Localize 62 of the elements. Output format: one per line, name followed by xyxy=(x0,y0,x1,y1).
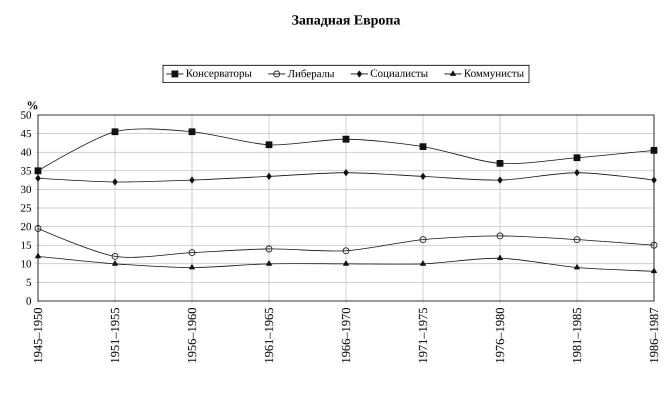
point xyxy=(112,128,118,136)
point xyxy=(188,249,196,256)
point xyxy=(342,247,350,254)
y-tick-label: 15 xyxy=(21,242,32,249)
chart-title: Западная Европа xyxy=(292,15,400,28)
point xyxy=(574,154,580,162)
point xyxy=(574,236,580,244)
x-tick-label: 1951–1955 xyxy=(110,308,120,362)
point xyxy=(266,246,272,252)
point xyxy=(266,141,272,148)
point xyxy=(497,254,503,260)
legend-label: Социалисты xyxy=(370,70,428,79)
legend-label: Либералы xyxy=(288,69,334,80)
point xyxy=(420,172,426,180)
point xyxy=(650,146,658,154)
point xyxy=(35,174,41,182)
x-tick-label: 1945–1950 xyxy=(34,308,42,362)
legend-label: Консерваторы xyxy=(186,70,252,80)
y-tick-label: 20 xyxy=(21,222,32,230)
x-tick-label: 1966–1970 xyxy=(342,308,350,362)
point xyxy=(34,167,42,174)
x-tick-label: 1956–1960 xyxy=(188,308,196,362)
legend-label: Коммунисты xyxy=(464,70,524,80)
y-tick-label: 50 xyxy=(21,111,32,119)
x-tick-label: 1976–1980 xyxy=(496,308,504,362)
point xyxy=(650,242,658,249)
x-tick-label: 1971–1975 xyxy=(418,308,428,362)
y-tick-label: 25 xyxy=(21,204,32,212)
point xyxy=(651,176,657,184)
point xyxy=(574,264,580,270)
point xyxy=(112,178,118,186)
point xyxy=(420,260,426,266)
point xyxy=(35,252,41,258)
point xyxy=(34,225,42,232)
y-tick-label: 5 xyxy=(26,278,32,286)
point xyxy=(420,236,426,244)
point xyxy=(496,232,504,240)
y-axis-title: % xyxy=(28,101,38,110)
point xyxy=(189,264,195,270)
point xyxy=(189,176,195,184)
y-tick-label: 45 xyxy=(20,130,32,138)
point xyxy=(651,268,657,274)
y-tick-label: 0 xyxy=(26,297,32,305)
y-tick-label: 30 xyxy=(21,186,32,194)
point xyxy=(112,252,118,260)
y-tick-label: 35 xyxy=(21,167,32,174)
point xyxy=(188,128,196,136)
point xyxy=(266,172,272,180)
point xyxy=(420,143,426,150)
point xyxy=(574,169,580,176)
x-tick-label: 1986–1987 xyxy=(650,308,658,362)
x-tick-label: 1961–1965 xyxy=(264,308,274,362)
y-tick-label: 10 xyxy=(21,260,32,268)
point xyxy=(266,260,272,266)
x-tick-label: 1981–1985 xyxy=(572,308,582,362)
point xyxy=(112,260,118,266)
point xyxy=(343,260,349,266)
point xyxy=(343,169,349,176)
point xyxy=(497,176,503,184)
y-tick-label: 40 xyxy=(20,148,32,156)
point xyxy=(342,136,350,143)
point xyxy=(496,160,504,167)
